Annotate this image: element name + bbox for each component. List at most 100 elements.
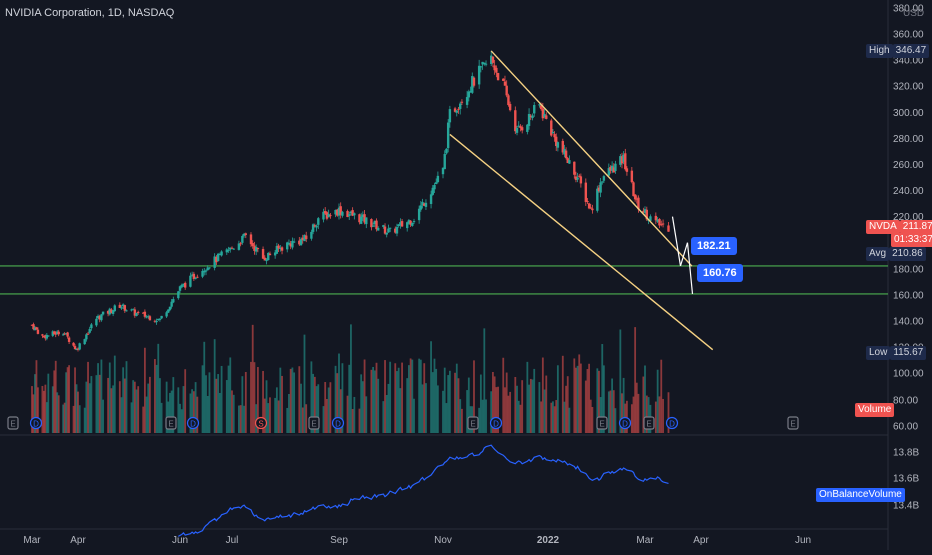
- volume-bar: [291, 367, 294, 433]
- candle-body: [448, 109, 452, 123]
- projection-arrow: [671, 216, 682, 267]
- candle-body: [642, 210, 645, 213]
- candle-body: [529, 115, 532, 117]
- candle-body: [649, 216, 652, 221]
- candle-body: [563, 149, 566, 155]
- volume-bar: [447, 375, 450, 433]
- volume-bar: [373, 370, 376, 433]
- candle-body: [377, 227, 380, 231]
- volume-bar: [601, 344, 604, 433]
- candle-body: [484, 63, 488, 65]
- volume-bar: [263, 398, 266, 433]
- candle-body: [108, 308, 111, 315]
- candle-body: [601, 181, 604, 183]
- volume-bar: [165, 381, 168, 433]
- volume-bar: [361, 381, 364, 433]
- time-tick-label: Apr: [70, 535, 86, 546]
- volume-bar: [504, 387, 506, 433]
- volume-bar: [553, 406, 556, 433]
- candle-body: [111, 310, 115, 314]
- volume-bar: [521, 380, 524, 433]
- channel-lower-line[interactable]: [449, 133, 714, 351]
- channel-upper-line[interactable]: [490, 50, 693, 267]
- candle-body: [145, 316, 148, 318]
- volume-bar: [232, 394, 235, 433]
- volume-bar: [157, 343, 160, 433]
- volume-bar: [408, 365, 410, 433]
- price-tick-label: 140.00: [893, 317, 924, 328]
- candle-body: [527, 113, 531, 127]
- candle-body: [170, 301, 173, 307]
- marker-D[interactable]: [489, 416, 503, 430]
- volume-bar: [289, 368, 292, 433]
- marker-D[interactable]: [29, 416, 43, 430]
- volume-bar: [375, 362, 378, 433]
- avg-badge-label: Avg: [866, 247, 890, 261]
- volume-bar: [218, 392, 221, 433]
- marker-S[interactable]: [254, 416, 268, 430]
- volume-bar: [32, 394, 35, 433]
- volume-bar: [423, 363, 426, 433]
- volume-bar: [172, 377, 175, 433]
- marker-E[interactable]: [7, 416, 19, 430]
- volume-bar: [502, 357, 505, 433]
- volume-bar: [192, 391, 195, 433]
- candle-body: [311, 224, 315, 232]
- candle-body: [142, 312, 145, 314]
- candle-body: [507, 95, 510, 106]
- candle-body: [339, 206, 342, 215]
- marker-E[interactable]: [308, 416, 320, 430]
- marker-D[interactable]: [331, 416, 345, 430]
- volume-bar: [543, 389, 546, 433]
- volume-bar: [137, 386, 140, 433]
- volume-bar: [112, 385, 115, 433]
- candle-body: [519, 126, 522, 128]
- marker-D[interactable]: [186, 416, 200, 430]
- candle-body: [633, 194, 637, 200]
- volume-bar: [658, 396, 661, 433]
- volume-bar: [122, 367, 125, 433]
- marker-E[interactable]: [165, 416, 177, 430]
- candle-body: [337, 207, 341, 216]
- volume-bar: [461, 408, 463, 433]
- marker-D[interactable]: [665, 416, 679, 430]
- marker-E[interactable]: [467, 416, 479, 430]
- candle-body: [515, 127, 519, 133]
- candle-body: [543, 113, 546, 117]
- candle-body: [206, 267, 209, 271]
- high-badge-value: 346.47: [892, 44, 930, 58]
- candle-body: [397, 224, 400, 227]
- marker-E[interactable]: [596, 416, 608, 430]
- volume-bar: [336, 373, 339, 433]
- candle-body: [158, 318, 162, 320]
- volume-bar: [596, 368, 599, 433]
- time-tick-label: Jun: [795, 535, 811, 546]
- volume-bar: [203, 341, 206, 433]
- volume-bar: [493, 376, 496, 433]
- volume-bar: [312, 373, 315, 433]
- candle-body: [455, 110, 458, 113]
- candle-body: [336, 209, 339, 216]
- candle-body: [230, 247, 234, 249]
- candle-body: [467, 91, 471, 98]
- candle-body: [153, 320, 157, 322]
- volume-bar: [155, 364, 158, 433]
- candle-body: [203, 270, 206, 273]
- candle-body: [526, 124, 529, 132]
- volume-bar: [189, 393, 192, 433]
- volume-bar: [315, 386, 318, 433]
- marker-D[interactable]: [618, 416, 632, 430]
- volume-bar: [274, 397, 277, 433]
- marker-label: D: [622, 420, 628, 429]
- marker-E[interactable]: [643, 416, 655, 430]
- volume-bar: [346, 395, 349, 433]
- marker-E[interactable]: [787, 416, 799, 430]
- candle-body: [431, 187, 434, 195]
- candle-body: [400, 221, 404, 227]
- candle-body: [242, 233, 246, 236]
- volume-bar: [303, 334, 306, 433]
- price-tick-label: 260.00: [893, 160, 924, 171]
- candle-body: [298, 240, 301, 245]
- volume-bar: [147, 383, 150, 433]
